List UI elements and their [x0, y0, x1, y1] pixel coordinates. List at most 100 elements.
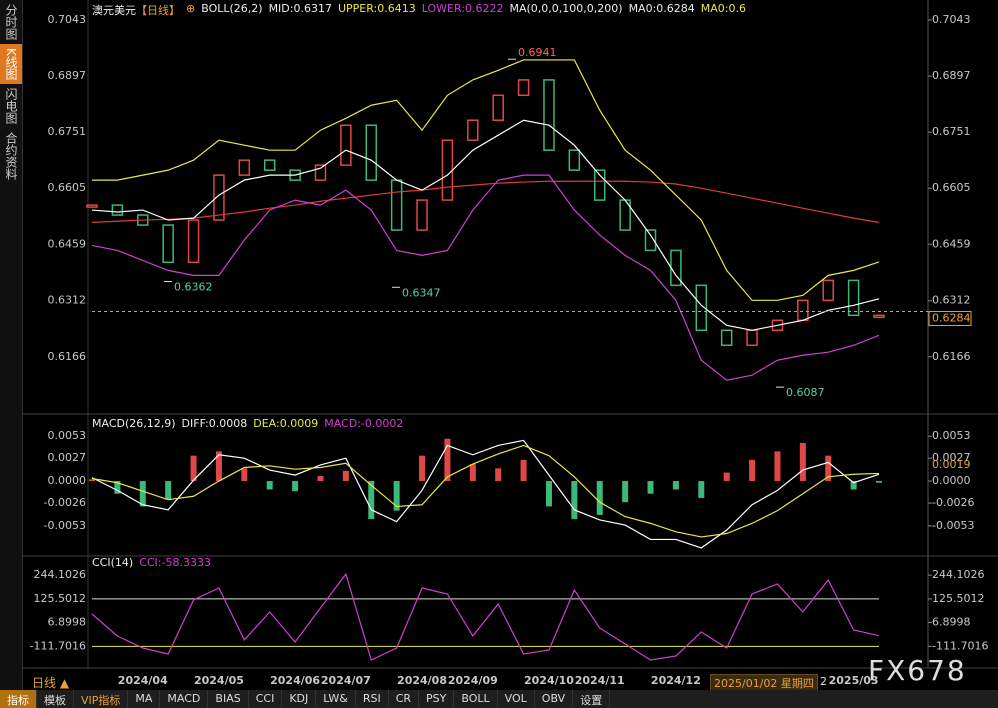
annotation: 0.6087	[786, 386, 825, 399]
y-tick-label: 0.0000	[48, 474, 87, 487]
y-tick-label: 0.6166	[932, 350, 971, 363]
histogram-bar	[139, 481, 146, 507]
candle	[847, 279, 860, 317]
toolbar-button[interactable]: CR	[389, 690, 420, 708]
candle	[213, 174, 225, 221]
indicator: BOLL(26,2)	[201, 2, 263, 15]
toolbar-button[interactable]: PSY	[419, 690, 455, 708]
series-line	[91, 174, 880, 381]
y-tick-label: 6.8998	[48, 616, 87, 629]
toolbar-button[interactable]: 指标	[0, 690, 37, 708]
toolbar-button[interactable]: MACD	[160, 690, 209, 708]
histogram-bar	[545, 481, 552, 507]
price-box	[928, 310, 972, 326]
tab[interactable]: K线图	[0, 44, 22, 84]
legend: MA0:0.6284	[628, 2, 695, 15]
y-tick-label: 125.5012	[932, 592, 985, 605]
y-tick-label: 0.6897	[932, 69, 971, 82]
candle	[568, 149, 581, 171]
cursor-tail: 2	[820, 675, 827, 688]
candle	[416, 199, 428, 231]
toolbar-button[interactable]: 模板	[37, 690, 74, 708]
candle	[86, 204, 98, 208]
period[interactable]: 【日线】	[136, 4, 180, 17]
x-tick-label: 2024/05	[194, 674, 244, 687]
y-tick-label: 244.1026	[34, 568, 87, 581]
cci-header: CCI(14) CCI:-58.3333	[92, 556, 211, 569]
series-line	[91, 439, 880, 549]
candle	[822, 279, 834, 302]
last-value-label: 0.0019	[932, 458, 971, 471]
candle	[517, 79, 530, 97]
price-header: 澳元美元 【日线】 ⊕ BOLL(26,2) MID:0.6317 UPPER:…	[92, 2, 746, 18]
candle	[467, 119, 479, 141]
histogram-bar	[495, 468, 502, 482]
y-tick-label: -0.0053	[932, 519, 974, 532]
histogram-bar	[749, 459, 756, 482]
macd-header: MACD(26,12,9) DIFF:0.0008 DEA:0.0009 MAC…	[92, 417, 403, 430]
toolbar-button[interactable]: MA	[128, 690, 161, 708]
y-tick-label: -0.0026	[932, 496, 974, 509]
legend: UPPER:0.6413	[337, 2, 416, 15]
candle	[695, 284, 708, 332]
y-tick-label: 0.6312	[932, 294, 971, 307]
y-tick-label: 0.6751	[48, 125, 87, 138]
series-line	[91, 119, 880, 331]
histogram-bar	[241, 468, 248, 482]
candle	[644, 229, 657, 252]
histogram-bar	[368, 481, 375, 520]
sidebar: 分时图 K线图 闪电图 合约资料	[0, 0, 23, 690]
candle	[365, 124, 378, 181]
y-tick-label: 0.0000	[932, 474, 971, 487]
toolbar: 指标 模板 VIP指标 MA MACD BIAS CCI KDJ LW& RSI CR PSY BOLL…	[0, 690, 998, 708]
x-tick-label: 2024/11	[575, 674, 625, 687]
histogram-bar	[622, 481, 629, 503]
toolbar-button[interactable]: OBV	[535, 690, 574, 708]
series-line	[91, 444, 880, 538]
price-box-label: 0.6284	[932, 311, 971, 324]
histogram-bar	[774, 451, 781, 482]
candle	[390, 179, 403, 231]
toolbar-button[interactable]: LW&	[316, 690, 356, 708]
x-tick-label: 2025/03	[829, 674, 879, 687]
toolbar-button[interactable]: CCI	[249, 690, 283, 708]
toolbar-button[interactable]: VOL	[498, 690, 535, 708]
histogram-bar	[444, 438, 451, 482]
toolbar-button[interactable]: BIAS	[208, 690, 249, 708]
candle	[720, 329, 733, 347]
y-tick-label: 0.0053	[932, 429, 971, 442]
histogram-bar	[89, 479, 95, 482]
toolbar-button[interactable]: VIP指标	[74, 690, 129, 708]
indicator: MACD(26,12,9)	[92, 417, 176, 430]
y-tick-label: 0.0027	[932, 451, 971, 464]
y-tick-label: 0.6897	[48, 69, 87, 82]
indicator: CCI(14)	[92, 556, 134, 569]
histogram-bar	[215, 451, 222, 482]
y-tick-label: 0.6605	[48, 181, 87, 194]
toolbar-button[interactable]: KDJ	[282, 690, 317, 708]
candle	[441, 139, 454, 201]
histogram-bar	[723, 472, 730, 482]
histogram-bar	[647, 481, 654, 494]
y-tick-label: 244.1026	[932, 568, 985, 581]
histogram-bar	[672, 481, 679, 490]
legend: MID:0.6317	[268, 2, 332, 15]
tab[interactable]: 分时图	[4, 4, 18, 40]
toolbar-button[interactable]: BOLL	[454, 690, 498, 708]
toolbar-button[interactable]: 设置	[573, 690, 611, 708]
candle	[187, 219, 200, 264]
y-tick-label: 0.6312	[48, 294, 87, 307]
histogram-bar	[698, 481, 705, 498]
tab[interactable]: 闪电图	[4, 87, 18, 124]
legend: DEA:0.0009	[253, 417, 319, 430]
histogram-bar	[520, 459, 527, 482]
y-tick-label: 0.0053	[48, 429, 87, 442]
period-label[interactable]: 日线 ▲	[32, 676, 70, 690]
toolbar-button[interactable]: RSI	[356, 690, 389, 708]
y-tick-label: 0.7043	[48, 13, 87, 26]
tab[interactable]: 合约资料	[4, 131, 18, 180]
histogram-bar	[292, 481, 299, 492]
icon[interactable]: ⊕	[186, 2, 196, 15]
histogram-bar	[571, 481, 578, 520]
candle	[746, 329, 758, 347]
